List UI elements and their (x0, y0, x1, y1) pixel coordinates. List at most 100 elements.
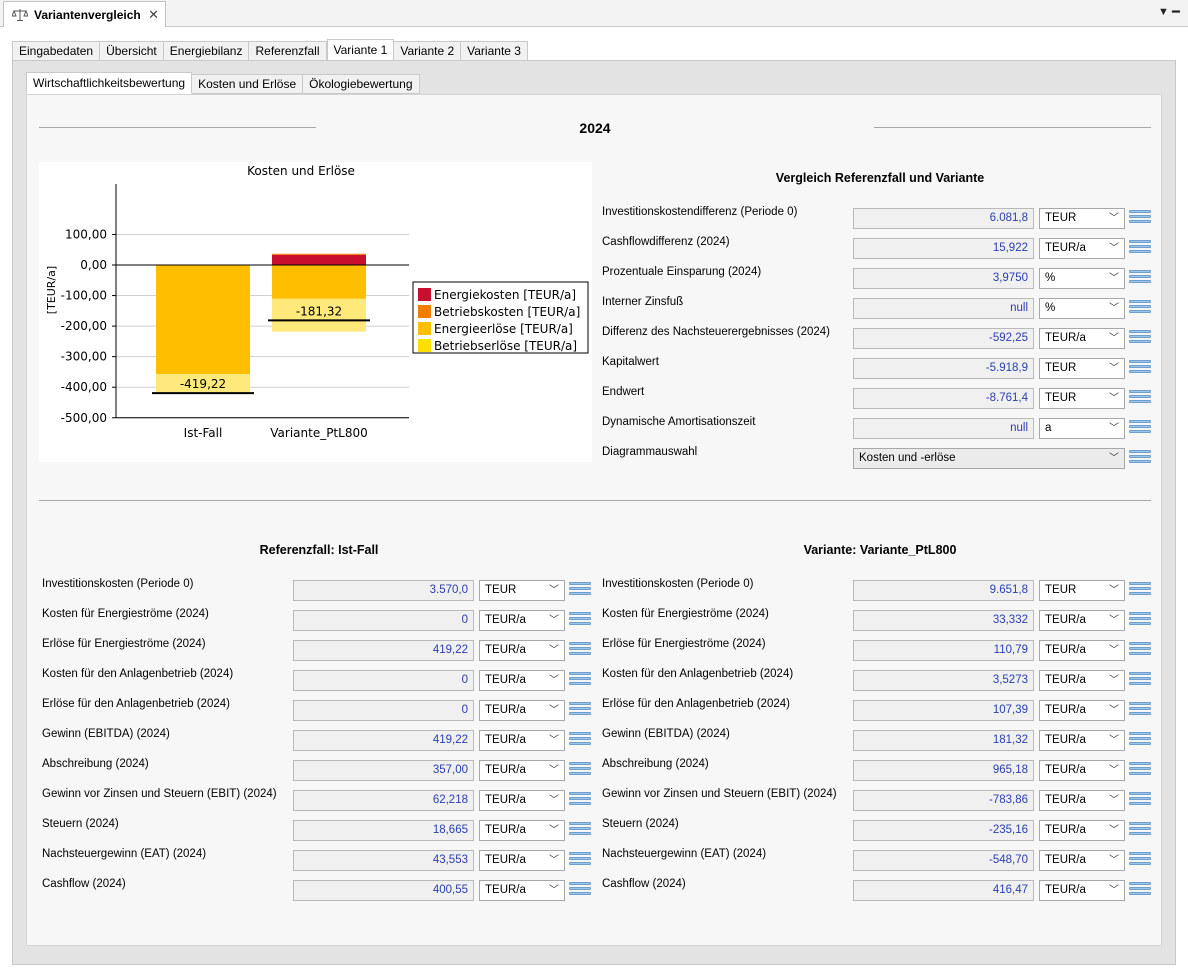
value-field[interactable]: 3.570,0 (293, 580, 474, 601)
value-field[interactable]: 15,922 (853, 238, 1034, 259)
value-field[interactable]: -548,70 (853, 850, 1034, 871)
unit-select[interactable]: TEUR/a ﹀ (1039, 790, 1125, 811)
unit-select[interactable]: TEUR/a ﹀ (1039, 850, 1125, 871)
value-field[interactable]: 3,5273 (853, 670, 1034, 691)
value-field[interactable]: 965,18 (853, 760, 1034, 781)
value-field[interactable]: null (853, 418, 1034, 439)
unit-select[interactable]: TEUR ﹀ (1039, 208, 1125, 229)
list-details-icon[interactable] (1129, 330, 1151, 348)
diagram-select[interactable]: Kosten und -erlöse ﹀ (853, 448, 1125, 469)
value-field[interactable]: 3,9750 (853, 268, 1034, 289)
list-details-icon[interactable] (569, 822, 591, 840)
unit-select[interactable]: % ﹀ (1039, 268, 1125, 289)
value-field[interactable]: 419,22 (293, 730, 474, 751)
value-field[interactable]: 43,553 (293, 850, 474, 871)
unit-select[interactable]: TEUR/a ﹀ (1039, 820, 1125, 841)
unit-select[interactable]: TEUR/a ﹀ (479, 880, 565, 901)
list-details-icon[interactable] (1129, 612, 1151, 630)
unit-select[interactable]: TEUR/a ﹀ (1039, 700, 1125, 721)
list-details-icon[interactable] (1129, 822, 1151, 840)
value-field[interactable]: -235,16 (853, 820, 1034, 841)
list-details-icon[interactable] (1129, 852, 1151, 870)
list-details-icon[interactable] (1129, 360, 1151, 378)
tab-referenzfall[interactable]: Referenzfall (249, 41, 327, 61)
list-details-icon[interactable] (569, 702, 591, 720)
value-field[interactable]: 0 (293, 700, 474, 721)
value-field[interactable]: 181,32 (853, 730, 1034, 751)
unit-select[interactable]: TEUR/a ﹀ (479, 760, 565, 781)
unit-select[interactable]: TEUR/a ﹀ (1039, 730, 1125, 751)
unit-select[interactable]: TEUR/a ﹀ (1039, 670, 1125, 691)
unit-select[interactable]: TEUR/a ﹀ (1039, 760, 1125, 781)
value-field[interactable]: 33,332 (853, 610, 1034, 631)
unit-select[interactable]: TEUR/a ﹀ (479, 610, 565, 631)
value-field[interactable]: -783,86 (853, 790, 1034, 811)
list-details-icon[interactable] (569, 762, 591, 780)
unit-select[interactable]: TEUR ﹀ (1039, 580, 1125, 601)
unit-select[interactable]: % ﹀ (1039, 298, 1125, 319)
minimize-icon[interactable]: ━ (1172, 4, 1180, 19)
list-details-icon[interactable] (569, 672, 591, 690)
unit-select[interactable]: TEUR/a ﹀ (1039, 880, 1125, 901)
list-details-icon[interactable] (1129, 240, 1151, 258)
unit-select[interactable]: TEUR ﹀ (479, 580, 565, 601)
unit-select[interactable]: TEUR/a ﹀ (479, 670, 565, 691)
tab-kosten-und-erloese[interactable]: Kosten und Erlöse (192, 74, 304, 94)
list-details-icon[interactable] (1129, 420, 1151, 438)
value-field[interactable]: 400,55 (293, 880, 474, 901)
value-field[interactable]: 6.081,8 (853, 208, 1034, 229)
list-details-icon[interactable] (1129, 390, 1151, 408)
list-details-icon[interactable] (569, 612, 591, 630)
list-details-icon[interactable] (1129, 642, 1151, 660)
value-field[interactable]: 0 (293, 670, 474, 691)
unit-select[interactable]: TEUR/a ﹀ (479, 730, 565, 751)
list-details-icon[interactable] (569, 792, 591, 810)
list-details-icon[interactable] (1129, 882, 1151, 900)
list-details-icon[interactable] (1129, 300, 1151, 318)
tab-wirtschaftlichkeitsbewertung[interactable]: Wirtschaftlichkeitsbewertung (26, 72, 193, 94)
unit-select[interactable]: TEUR ﹀ (1039, 358, 1125, 379)
list-details-icon[interactable] (1129, 210, 1151, 228)
value-field[interactable]: -5.918,9 (853, 358, 1034, 379)
value-field[interactable]: 107,39 (853, 700, 1034, 721)
unit-select[interactable]: TEUR/a ﹀ (1039, 328, 1125, 349)
unit-select[interactable]: TEUR/a ﹀ (479, 700, 565, 721)
list-details-icon[interactable] (569, 582, 591, 600)
value-field[interactable]: 416,47 (853, 880, 1034, 901)
list-details-icon[interactable] (1129, 732, 1151, 750)
value-field[interactable]: -592,25 (853, 328, 1034, 349)
unit-select[interactable]: TEUR/a ﹀ (479, 820, 565, 841)
unit-select[interactable]: TEUR ﹀ (1039, 388, 1125, 409)
window-tab[interactable]: Variantenvergleich ✕ (3, 1, 166, 27)
tab-variante-2[interactable]: Variante 2 (394, 41, 462, 61)
unit-select[interactable]: TEUR/a ﹀ (1039, 238, 1125, 259)
value-field[interactable]: null (853, 298, 1034, 319)
tab-eingabedaten[interactable]: Eingabedaten (12, 41, 101, 61)
list-details-icon[interactable] (569, 642, 591, 660)
list-details-icon[interactable] (569, 852, 591, 870)
list-details-icon[interactable] (1129, 270, 1151, 288)
value-field[interactable]: 110,79 (853, 640, 1034, 661)
list-details-icon[interactable] (1129, 672, 1151, 690)
value-field[interactable]: -8.761,4 (853, 388, 1034, 409)
close-icon[interactable]: ✕ (148, 6, 159, 22)
value-field[interactable]: 62,218 (293, 790, 474, 811)
value-field[interactable]: 9.651,8 (853, 580, 1034, 601)
unit-select[interactable]: TEUR/a ﹀ (1039, 610, 1125, 631)
list-details-icon[interactable] (569, 732, 591, 750)
value-field[interactable]: 0 (293, 610, 474, 631)
list-details-icon[interactable] (1129, 582, 1151, 600)
list-details-icon[interactable] (569, 882, 591, 900)
tab-variante-1[interactable]: Variante 1 (326, 39, 395, 61)
unit-select[interactable]: TEUR/a ﹀ (479, 850, 565, 871)
tab-energiebilanz[interactable]: Energiebilanz (163, 41, 250, 61)
unit-select[interactable]: a ﹀ (1039, 418, 1125, 439)
value-field[interactable]: 419,22 (293, 640, 474, 661)
list-details-icon[interactable] (1129, 762, 1151, 780)
list-details-icon[interactable] (1129, 792, 1151, 810)
tab-oekologiebewertung[interactable]: Ökologiebewertung (303, 74, 420, 94)
unit-select[interactable]: TEUR/a ﹀ (1039, 640, 1125, 661)
view-menu-icon[interactable]: ▼ (1158, 6, 1169, 18)
list-details-icon[interactable] (1129, 702, 1151, 720)
unit-select[interactable]: TEUR/a ﹀ (479, 790, 565, 811)
